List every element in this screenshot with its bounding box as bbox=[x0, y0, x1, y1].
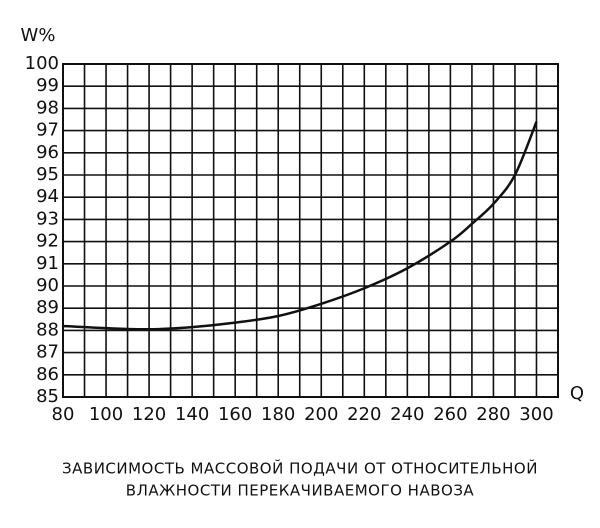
x-tick-label: 280 bbox=[476, 404, 510, 425]
plot-frame bbox=[62, 63, 559, 398]
x-tick-label: 140 bbox=[175, 404, 209, 425]
y-tick-label: 95 bbox=[36, 164, 59, 185]
y-tick-label: 98 bbox=[36, 97, 59, 118]
y-tick-label: 91 bbox=[36, 253, 59, 274]
y-tick-label: 96 bbox=[36, 142, 59, 163]
x-tick-label: 180 bbox=[261, 404, 295, 425]
x-tick-label: 120 bbox=[132, 404, 166, 425]
x-tick-label: 200 bbox=[304, 404, 338, 425]
x-tick-label: 260 bbox=[433, 404, 467, 425]
y-tick-label: 86 bbox=[36, 364, 59, 385]
data-line bbox=[62, 121, 538, 331]
y-tick-label: 88 bbox=[36, 319, 59, 340]
y-tick-label: 94 bbox=[36, 186, 59, 207]
y-axis-label: W% bbox=[21, 25, 56, 46]
y-tick-label: 85 bbox=[36, 386, 59, 407]
y-tick-label: 92 bbox=[36, 231, 59, 252]
x-tick-label: 240 bbox=[390, 404, 424, 425]
y-tick-label: 99 bbox=[36, 75, 59, 96]
y-tick-label: 90 bbox=[36, 275, 59, 296]
y-tick-label: 100 bbox=[25, 53, 59, 74]
x-tick-label: 160 bbox=[218, 404, 252, 425]
y-tick-label: 97 bbox=[36, 120, 59, 141]
x-axis-label: Q bbox=[570, 383, 584, 404]
chart-title: ВЛАЖНОСТИ ПЕРЕКАЧИВАЕМОГО НАВОЗА bbox=[126, 482, 475, 500]
x-tick-label: 100 bbox=[89, 404, 123, 425]
chart-title: ЗАВИСИМОСТЬ МАССОВОЙ ПОДАЧИ ОТ ОТНОСИТЕЛ… bbox=[62, 459, 538, 478]
y-tick-label: 87 bbox=[36, 342, 59, 363]
y-tick-label: 93 bbox=[36, 208, 59, 229]
x-tick-label: 220 bbox=[347, 404, 381, 425]
x-tick-label: 80 bbox=[52, 404, 75, 425]
x-tick-label: 300 bbox=[519, 404, 553, 425]
y-tick-label: 89 bbox=[36, 297, 59, 318]
